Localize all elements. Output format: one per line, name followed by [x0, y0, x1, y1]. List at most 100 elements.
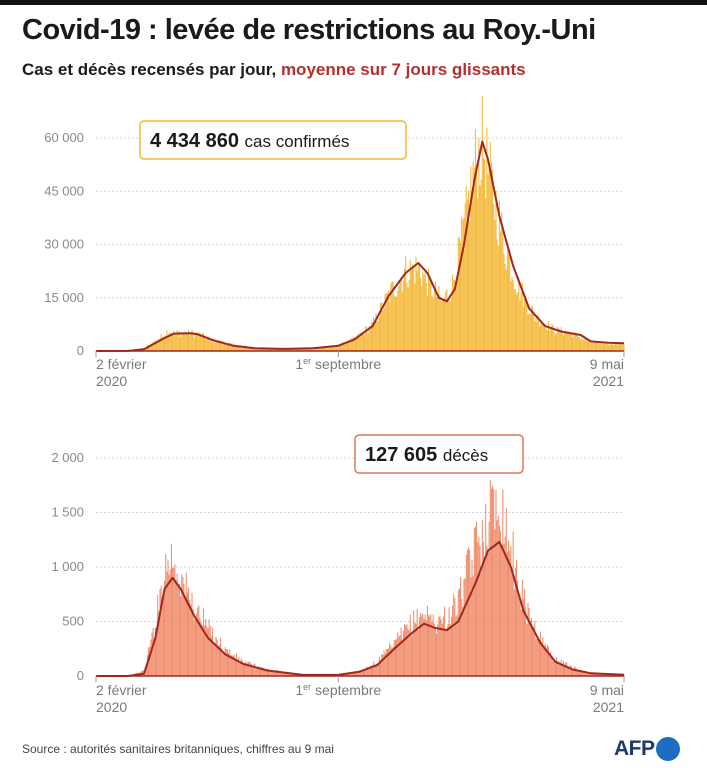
daily-bar — [194, 618, 196, 676]
daily-bar — [582, 670, 584, 676]
daily-bar — [183, 583, 185, 676]
daily-bar — [576, 670, 578, 676]
daily-bar — [396, 639, 398, 676]
daily-bar — [546, 330, 548, 351]
daily-bar — [257, 668, 259, 676]
daily-bar — [185, 334, 187, 351]
daily-bar — [262, 667, 264, 676]
daily-bar — [340, 345, 342, 351]
daily-bar — [311, 347, 313, 351]
daily-bar — [269, 669, 271, 676]
daily-bar — [288, 673, 290, 676]
daily-bar — [446, 627, 448, 676]
daily-bar — [482, 157, 484, 351]
daily-bar — [431, 296, 433, 351]
daily-bar — [512, 531, 514, 676]
daily-bar — [535, 638, 537, 676]
daily-bar — [185, 572, 187, 676]
daily-bar — [574, 331, 576, 351]
daily-bar — [232, 655, 234, 676]
daily-bar — [196, 332, 198, 351]
subtitle-accent: moyenne sur 7 jours glissants — [280, 60, 526, 79]
daily-bar — [242, 346, 244, 351]
subtitle-main: Cas et décès recensés par jour, — [22, 60, 277, 79]
daily-bar — [200, 622, 202, 676]
daily-bar — [290, 348, 292, 351]
daily-bar — [168, 574, 170, 676]
daily-bar — [517, 580, 519, 676]
x-tick-label: 2 février — [96, 356, 147, 372]
daily-bar — [455, 287, 457, 351]
daily-bar — [372, 322, 374, 351]
daily-bar — [247, 661, 249, 676]
daily-bar — [561, 663, 563, 676]
daily-bar — [334, 346, 336, 351]
daily-bar — [154, 627, 156, 676]
daily-bar — [528, 608, 530, 676]
daily-bar — [489, 141, 491, 351]
daily-bar — [552, 325, 554, 351]
daily-bar — [562, 660, 564, 676]
daily-bar — [335, 345, 337, 351]
daily-bar — [408, 279, 410, 351]
daily-bar — [383, 650, 385, 676]
daily-bar — [255, 347, 257, 351]
y-tick-label: 15 000 — [44, 290, 84, 305]
daily-bar — [234, 345, 236, 351]
daily-bar — [529, 314, 531, 351]
daily-bar — [201, 625, 203, 676]
daily-bar — [260, 668, 262, 676]
daily-bar — [512, 280, 514, 351]
daily-bar — [516, 294, 518, 351]
daily-bar — [226, 344, 228, 351]
daily-bar — [509, 550, 511, 676]
daily-bar — [271, 670, 273, 676]
daily-bar — [580, 670, 582, 676]
y-tick-label: 500 — [62, 614, 84, 629]
daily-bar — [409, 614, 411, 676]
daily-bar — [358, 336, 360, 351]
daily-bar — [210, 338, 212, 351]
daily-bar — [176, 573, 178, 676]
daily-bar — [228, 343, 230, 351]
daily-bar — [333, 345, 335, 351]
daily-bar — [152, 628, 154, 676]
daily-bar — [621, 344, 623, 351]
daily-bar — [536, 322, 538, 351]
daily-bar — [513, 588, 515, 676]
daily-bar — [440, 301, 442, 351]
daily-bar — [469, 221, 471, 351]
daily-bar — [165, 335, 167, 351]
daily-bar — [424, 269, 426, 351]
daily-bar — [274, 348, 276, 351]
daily-bar — [471, 192, 473, 351]
daily-bar — [218, 342, 220, 351]
daily-bar — [223, 343, 225, 351]
daily-bar — [404, 268, 406, 351]
daily-bar — [462, 219, 464, 351]
daily-bar — [153, 637, 155, 676]
daily-bar — [277, 670, 279, 676]
daily-bar — [398, 636, 400, 676]
daily-bar — [372, 664, 374, 676]
daily-bar — [425, 282, 427, 351]
daily-bar — [577, 337, 579, 351]
daily-bar — [178, 583, 180, 676]
daily-bar — [202, 332, 204, 351]
daily-bar — [484, 158, 486, 351]
daily-bar — [440, 619, 442, 676]
y-tick-label: 60 000 — [44, 130, 84, 145]
daily-bar — [556, 657, 558, 676]
daily-bar — [380, 302, 382, 351]
daily-bar — [493, 203, 495, 351]
daily-bar — [577, 670, 579, 676]
daily-bar — [597, 341, 599, 351]
daily-bar — [190, 332, 192, 351]
daily-bar — [543, 646, 545, 676]
daily-bar — [389, 642, 391, 676]
x-tick-year: 2020 — [96, 373, 127, 389]
daily-bar — [244, 663, 246, 676]
daily-bar — [257, 348, 259, 351]
daily-bar — [534, 620, 536, 676]
